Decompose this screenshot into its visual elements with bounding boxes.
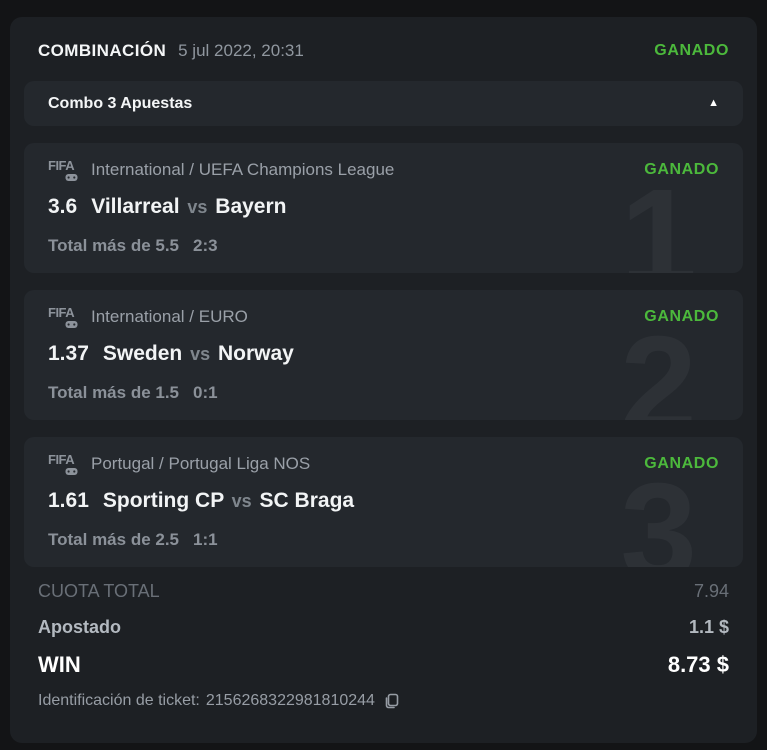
- market-name: Total más de 5.5: [48, 236, 180, 255]
- teams-row: 1.37 Sweden vs Norway: [48, 342, 719, 366]
- league-name: International / UEFA Champions League: [91, 160, 395, 179]
- home-team: Villarreal: [91, 195, 180, 218]
- away-team: SC Braga: [259, 489, 355, 512]
- home-team: Sporting CP: [102, 489, 224, 512]
- stake-label: Apostado: [38, 617, 121, 637]
- bet-status-badge: GANADO: [644, 455, 719, 472]
- ticket-id-label: Identificación de ticket:: [38, 692, 200, 709]
- combo-label: Combo 3 Apuestas: [48, 94, 193, 112]
- chevron-up-icon[interactable]: ▲: [708, 97, 719, 109]
- bet-card-1: 1 FIFA International / UEFA Champions Le…: [24, 143, 743, 273]
- win-value: 8.73 $: [667, 652, 729, 677]
- league-row: FIFA International / EURO GANADO: [48, 305, 719, 329]
- bet-odds: 1.61: [48, 489, 89, 512]
- win-label: WIN: [38, 652, 81, 677]
- home-team: Sweden: [102, 342, 183, 365]
- gamepad-icon: [65, 321, 78, 328]
- fifa-esports-icon: FIFA: [48, 452, 84, 476]
- market-row: Total más de 1.5 0:1: [48, 383, 719, 403]
- bet-number-watermark: 2: [620, 308, 697, 420]
- bet-card-3: 3 FIFA Portugal / Portugal Liga NOS GANA…: [24, 437, 743, 567]
- bet-ticket-card: COMBINACIÓN 5 jul 2022, 20:31 GANADO Com…: [10, 17, 757, 743]
- ticket-summary: CUOTA TOTAL 7.94 Apostado 1.1 $ WIN 8.73…: [38, 581, 729, 710]
- gamepad-icon: [65, 174, 78, 181]
- bet-number-watermark: 1: [620, 161, 697, 273]
- bet-odds: 3.6: [48, 195, 78, 218]
- gamepad-icon: [65, 468, 78, 475]
- fifa-esports-icon: FIFA: [48, 305, 84, 329]
- market-name: Total más de 1.5: [48, 383, 180, 402]
- ticket-header: COMBINACIÓN 5 jul 2022, 20:31 GANADO: [38, 29, 729, 73]
- ticket-id-row: Identificación de ticket: 21562683229818…: [38, 692, 729, 710]
- league-row: FIFA Portugal / Portugal Liga NOS GANADO: [48, 452, 719, 476]
- teams-row: 1.61 Sporting CP vs SC Braga: [48, 489, 719, 513]
- bet-number-watermark: 3: [620, 455, 697, 567]
- league-name: International / EURO: [91, 307, 248, 326]
- vs-label: vs: [187, 197, 208, 217]
- away-team: Bayern: [215, 195, 287, 218]
- stake-row: Apostado 1.1 $: [38, 617, 729, 638]
- ticket-status-badge: GANADO: [654, 42, 729, 59]
- total-odds-row: CUOTA TOTAL 7.94: [38, 581, 729, 602]
- ticket-datetime: 5 jul 2022, 20:31: [178, 41, 304, 60]
- fifa-esports-icon: FIFA: [48, 158, 84, 182]
- total-odds-label: CUOTA TOTAL: [38, 581, 160, 601]
- match-score: 0:1: [193, 383, 218, 402]
- vs-label: vs: [190, 344, 211, 364]
- market-row: Total más de 2.5 1:1: [48, 530, 719, 550]
- bet-card-2: 2 FIFA International / EURO GANADO 1.37 S…: [24, 290, 743, 420]
- total-odds-value: 7.94: [693, 581, 729, 601]
- market-row: Total más de 5.5 2:3: [48, 236, 719, 256]
- match-score: 2:3: [193, 236, 218, 255]
- bet-status-badge: GANADO: [644, 308, 719, 325]
- league-name: Portugal / Portugal Liga NOS: [91, 454, 311, 473]
- league-row: FIFA International / UEFA Champions Leag…: [48, 158, 719, 182]
- win-row: WIN 8.73 $: [38, 652, 729, 678]
- match-score: 1:1: [193, 530, 218, 549]
- stake-value: 1.1 $: [688, 617, 729, 637]
- bet-odds: 1.37: [48, 342, 89, 365]
- market-name: Total más de 2.5: [48, 530, 180, 549]
- combo-toggle-bar[interactable]: Combo 3 Apuestas ▲: [24, 81, 743, 126]
- away-team: Norway: [217, 342, 294, 365]
- bet-status-badge: GANADO: [644, 161, 719, 178]
- ticket-type-title: COMBINACIÓN: [38, 41, 167, 60]
- copy-icon[interactable]: [383, 693, 400, 710]
- vs-label: vs: [231, 491, 252, 511]
- teams-row: 3.6 Villarreal vs Bayern: [48, 195, 719, 219]
- ticket-id-value: 2156268322981810244: [205, 692, 375, 709]
